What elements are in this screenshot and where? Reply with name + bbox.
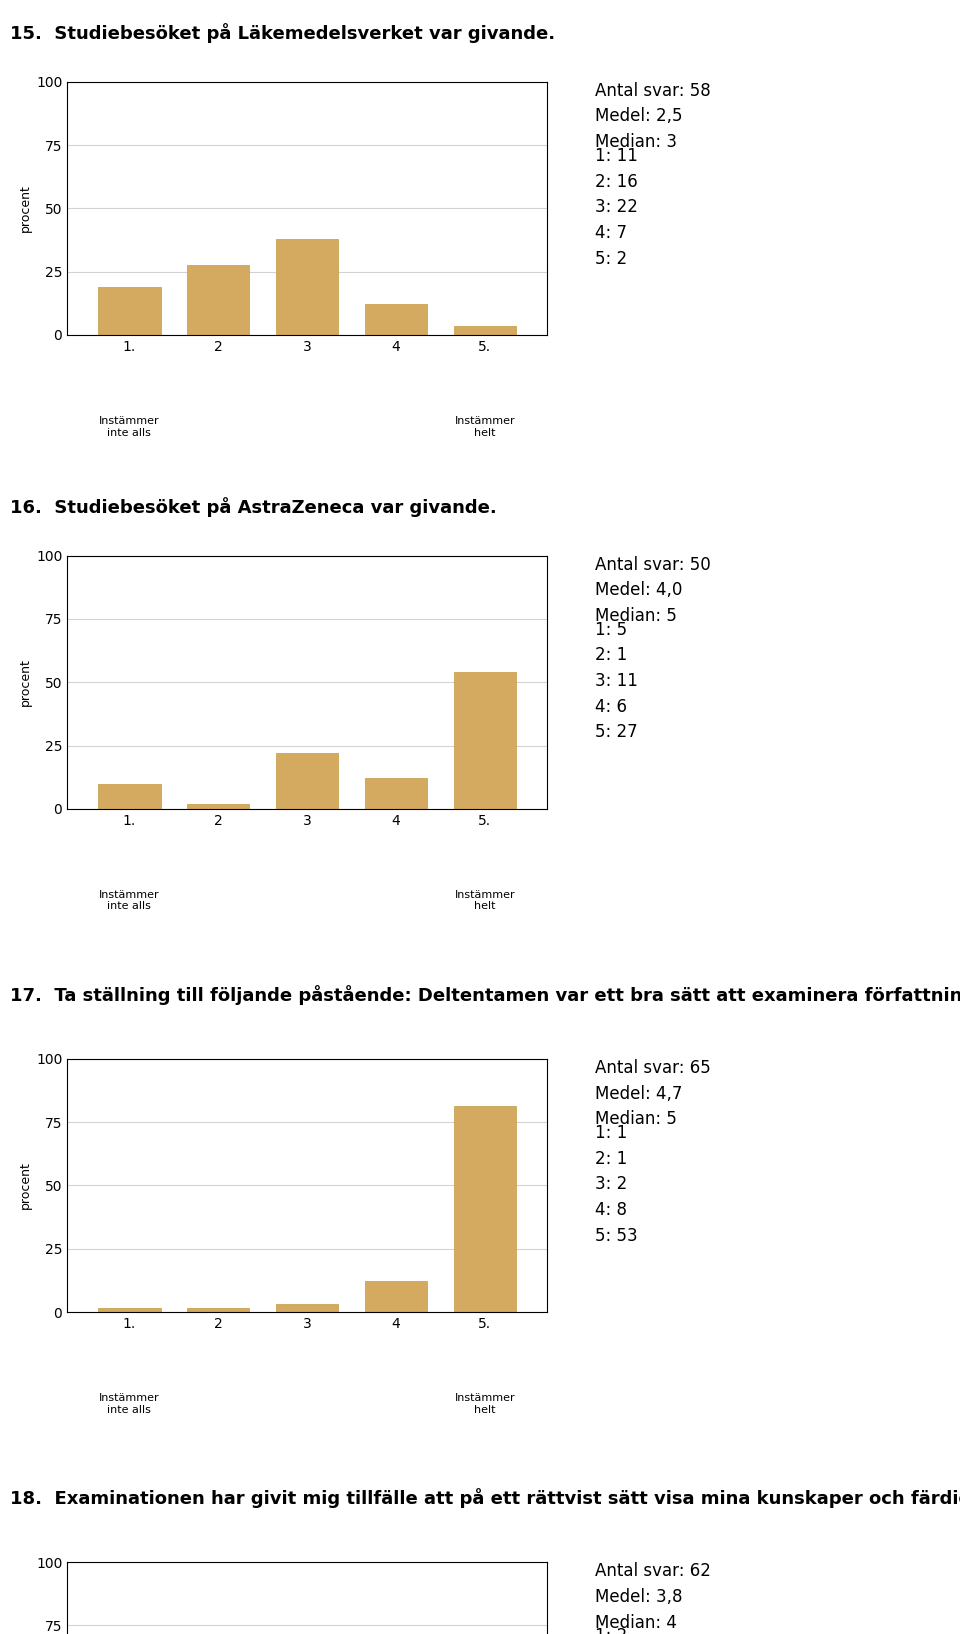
Text: 15.  Studiebesöket på Läkemedelsverket var givande.: 15. Studiebesöket på Läkemedelsverket va… — [10, 23, 555, 42]
Text: 16.  Studiebesöket på AstraZeneca var givande.: 16. Studiebesöket på AstraZeneca var giv… — [10, 497, 496, 516]
Bar — [98, 784, 160, 809]
Bar — [187, 804, 250, 809]
Text: 1: 2
2: 9
3: 14
4: 14
5: 23: 1: 2 2: 9 3: 14 4: 14 5: 23 — [595, 1627, 638, 1634]
Bar — [454, 327, 516, 335]
Bar — [276, 239, 338, 335]
Bar — [187, 1309, 250, 1312]
Y-axis label: procent: procent — [19, 1162, 32, 1209]
Bar — [365, 778, 427, 809]
Bar — [454, 1106, 516, 1312]
Text: 17.  Ta ställning till följande påstående: Deltentamen var ett bra sätt att exam: 17. Ta ställning till följande påstående… — [10, 985, 960, 1005]
Y-axis label: procent: procent — [19, 185, 32, 232]
Text: Antal svar: 50
Medel: 4,0
Median: 5: Antal svar: 50 Medel: 4,0 Median: 5 — [595, 556, 711, 624]
Text: Instämmer
helt: Instämmer helt — [455, 417, 516, 438]
Text: Antal svar: 58
Medel: 2,5
Median: 3: Antal svar: 58 Medel: 2,5 Median: 3 — [595, 82, 711, 150]
Bar — [365, 304, 427, 335]
Text: 1: 5
2: 1
3: 11
4: 6
5: 27: 1: 5 2: 1 3: 11 4: 6 5: 27 — [595, 621, 638, 742]
Bar — [276, 753, 338, 809]
Bar — [98, 1309, 160, 1312]
Text: 18.  Examinationen har givit mig tillfälle att på ett rättvist sätt visa mina ku: 18. Examinationen har givit mig tillfäll… — [10, 1489, 960, 1508]
Text: Instämmer
inte alls: Instämmer inte alls — [99, 1394, 159, 1415]
Bar — [98, 288, 160, 335]
Y-axis label: procent: procent — [19, 659, 32, 706]
Text: Instämmer
helt: Instämmer helt — [455, 891, 516, 912]
Text: Instämmer
helt: Instämmer helt — [455, 1394, 516, 1415]
Text: 1: 11
2: 16
3: 22
4: 7
5: 2: 1: 11 2: 16 3: 22 4: 7 5: 2 — [595, 147, 638, 268]
Text: Instämmer
inte alls: Instämmer inte alls — [99, 417, 159, 438]
Text: Instämmer
inte alls: Instämmer inte alls — [99, 891, 159, 912]
Text: Antal svar: 65
Medel: 4,7
Median: 5: Antal svar: 65 Medel: 4,7 Median: 5 — [595, 1059, 711, 1127]
Bar — [454, 672, 516, 809]
Bar — [187, 265, 250, 335]
Text: 1: 1
2: 1
3: 2
4: 8
5: 53: 1: 1 2: 1 3: 2 4: 8 5: 53 — [595, 1124, 637, 1245]
Bar — [365, 1281, 427, 1312]
Bar — [276, 1304, 338, 1312]
Text: Antal svar: 62
Medel: 3,8
Median: 4: Antal svar: 62 Medel: 3,8 Median: 4 — [595, 1562, 711, 1631]
